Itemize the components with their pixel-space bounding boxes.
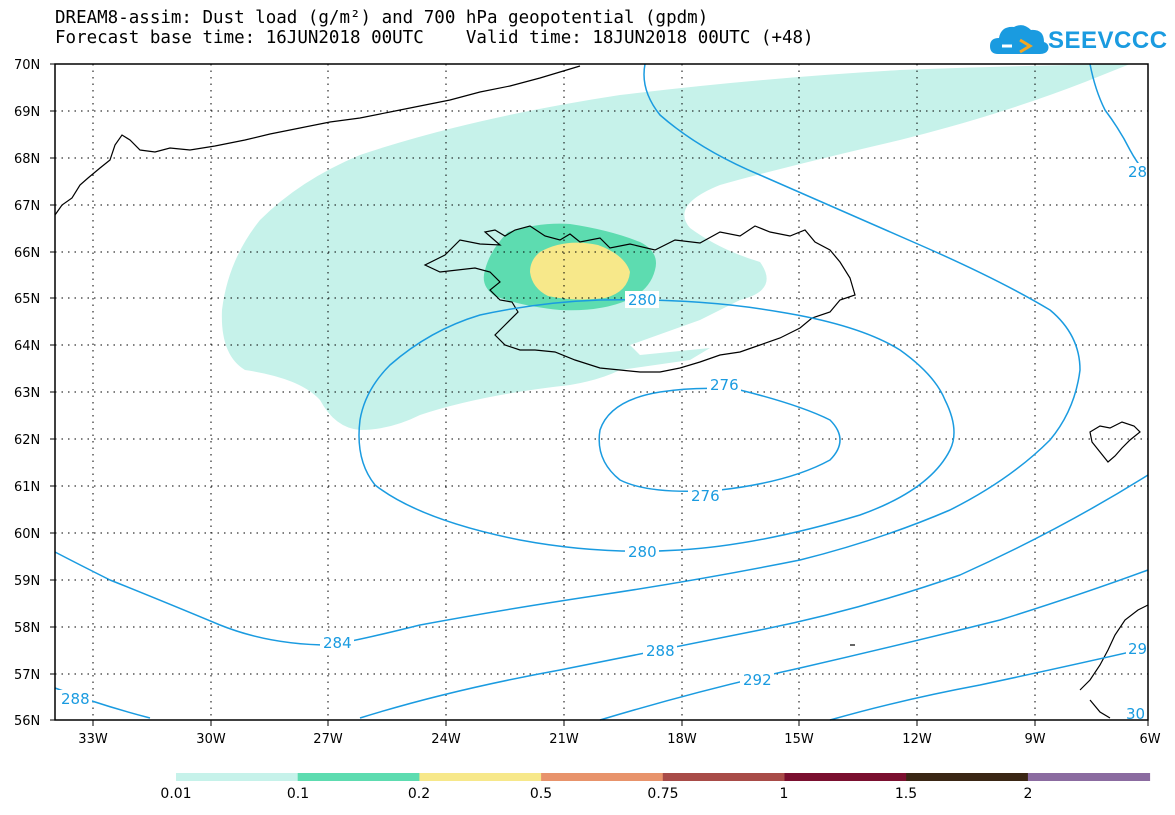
title-line-2: Forecast base time: 16JUN2018 00UTC Vali… <box>55 28 814 48</box>
cloud-icon <box>990 25 1049 54</box>
latitude-labels: 70N 69N 68N 67N 66N 65N 64N 63N 62N 61N … <box>14 58 40 729</box>
contour-label: 30 <box>1126 705 1145 723</box>
greenland-coastline <box>54 65 581 216</box>
geopotential-contours <box>54 63 1149 721</box>
lon-label: 6W <box>1139 732 1160 747</box>
lon-label: 24W <box>431 732 461 747</box>
contour-west-284 <box>54 63 1081 646</box>
lat-label: 59N <box>14 574 40 589</box>
lon-label: 33W <box>78 732 108 747</box>
lat-label: 69N <box>14 105 40 120</box>
title-line-1: DREAM8-assim: Dust load (g/m²) and 700 h… <box>55 8 709 28</box>
colorbar-swatch <box>784 773 907 781</box>
faroe-coastline <box>1089 421 1141 463</box>
tick-marks <box>50 63 1149 726</box>
dust-area-high <box>530 242 630 300</box>
colorbar-swatches <box>176 773 1151 781</box>
lat-label: 60N <box>14 527 40 542</box>
contour-label: 276 <box>710 376 739 394</box>
lon-label: 18W <box>667 732 697 747</box>
colorbar-swatch <box>662 773 785 781</box>
lat-label: 62N <box>14 433 40 448</box>
lon-label: 30W <box>196 732 226 747</box>
logo-text: SEEVCCC <box>1048 27 1168 54</box>
contour-292 <box>599 569 1149 721</box>
lat-label: 66N <box>14 246 40 261</box>
dust-area-low <box>221 64 1130 430</box>
colorbar-label: 0.75 <box>647 786 678 802</box>
contour-label: 280 <box>628 291 657 309</box>
colorbar-label: 1 <box>780 786 789 802</box>
colorbar-swatch <box>1027 773 1151 781</box>
colorbar-label: 0.1 <box>287 786 309 802</box>
colorbar-label: 0.01 <box>160 786 191 802</box>
colorbar-label: 1.5 <box>895 786 917 802</box>
lat-label: 63N <box>14 386 40 401</box>
lat-label: 65N <box>14 292 40 307</box>
colorbar-swatch <box>419 773 542 781</box>
contour-label: 288 <box>61 690 90 708</box>
lat-label: 57N <box>14 668 40 683</box>
contour-labels: 280 276 276 280 284 288 288 292 28 29 30 <box>58 163 1148 723</box>
lat-label: 70N <box>14 58 40 73</box>
colorbar-label: 0.5 <box>530 786 552 802</box>
lat-label: 61N <box>14 480 40 495</box>
contour-label: 276 <box>691 487 720 505</box>
colorbar-swatch <box>906 773 1029 781</box>
colorbar-label: 2 <box>1024 786 1033 802</box>
contour-296 <box>829 647 1149 721</box>
contour-label: 28 <box>1128 163 1147 181</box>
lon-label: 15W <box>784 732 814 747</box>
lat-label: 67N <box>14 199 40 214</box>
contour-label: 292 <box>743 671 772 689</box>
coastlines <box>54 65 1149 719</box>
contour-label: 288 <box>646 642 675 660</box>
iceland-coastline <box>423 225 856 373</box>
lon-label: 27W <box>313 732 343 747</box>
contour-276 <box>598 387 841 492</box>
map-frame: 280 276 276 280 284 288 288 292 28 29 30 <box>54 63 1149 723</box>
colorbar-label: 0.2 <box>408 786 430 802</box>
lon-label: 9W <box>1024 732 1045 747</box>
lat-label: 56N <box>14 714 40 729</box>
colorbar-swatch <box>541 773 664 781</box>
colorbar-swatch <box>176 773 299 781</box>
contour-label: 284 <box>323 634 352 652</box>
lat-label: 64N <box>14 339 40 354</box>
contour-280 <box>358 299 955 552</box>
colorbar: 0.01 0.1 0.2 0.5 0.75 1 1.5 2 <box>160 773 1151 802</box>
contour-label: 280 <box>628 543 657 561</box>
colorbar-swatch <box>297 773 420 781</box>
lat-label: 58N <box>14 621 40 636</box>
lon-label: 12W <box>902 732 932 747</box>
gridlines <box>55 64 1148 720</box>
contour-label: 29 <box>1128 640 1147 658</box>
longitude-labels: 33W 30W 27W 24W 21W 18W 15W 12W 9W 6W <box>78 732 1160 747</box>
lat-label: 68N <box>14 152 40 167</box>
scotland-coastline <box>1079 604 1149 719</box>
lon-label: 21W <box>549 732 579 747</box>
